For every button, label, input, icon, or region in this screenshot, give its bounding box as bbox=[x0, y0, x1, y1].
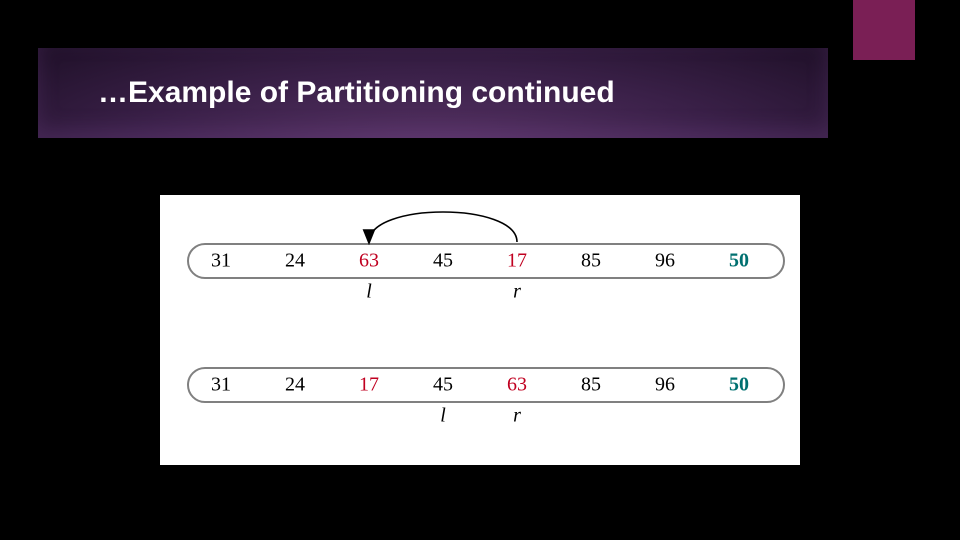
array-cell: 24 bbox=[285, 250, 305, 272]
array-cell: 85 bbox=[581, 374, 601, 396]
array-cell: 50 bbox=[729, 374, 749, 396]
array-cell: 96 bbox=[655, 250, 675, 272]
accent-tab bbox=[853, 0, 915, 60]
array-cell: 50 bbox=[729, 250, 749, 272]
array-cell: 31 bbox=[211, 250, 231, 272]
pointer-l: l bbox=[440, 405, 446, 427]
partition-diagram: 31 24 63 45 17 85 96 50 l r 31 24 17 45 63 85 96 50 l r bbox=[160, 195, 800, 465]
array-cell: 24 bbox=[285, 374, 305, 396]
swap-arrow bbox=[369, 212, 517, 242]
slide-title: …Example of Partitioning continued bbox=[98, 76, 615, 110]
array-cell: 17 bbox=[507, 250, 527, 272]
title-bar: …Example of Partitioning continued bbox=[38, 48, 828, 138]
array-cell: 45 bbox=[433, 374, 453, 396]
array-cell: 31 bbox=[211, 374, 231, 396]
array-capsule bbox=[188, 368, 784, 402]
pointer-l: l bbox=[366, 281, 372, 303]
pointer-r: r bbox=[513, 405, 521, 427]
array-cell: 45 bbox=[433, 250, 453, 272]
array-cell: 85 bbox=[581, 250, 601, 272]
array-cell: 96 bbox=[655, 374, 675, 396]
array-cell: 63 bbox=[507, 374, 527, 396]
array-capsule bbox=[188, 244, 784, 278]
pointer-r: r bbox=[513, 281, 521, 303]
array-cell: 63 bbox=[359, 250, 379, 272]
array-cell: 17 bbox=[359, 374, 379, 396]
